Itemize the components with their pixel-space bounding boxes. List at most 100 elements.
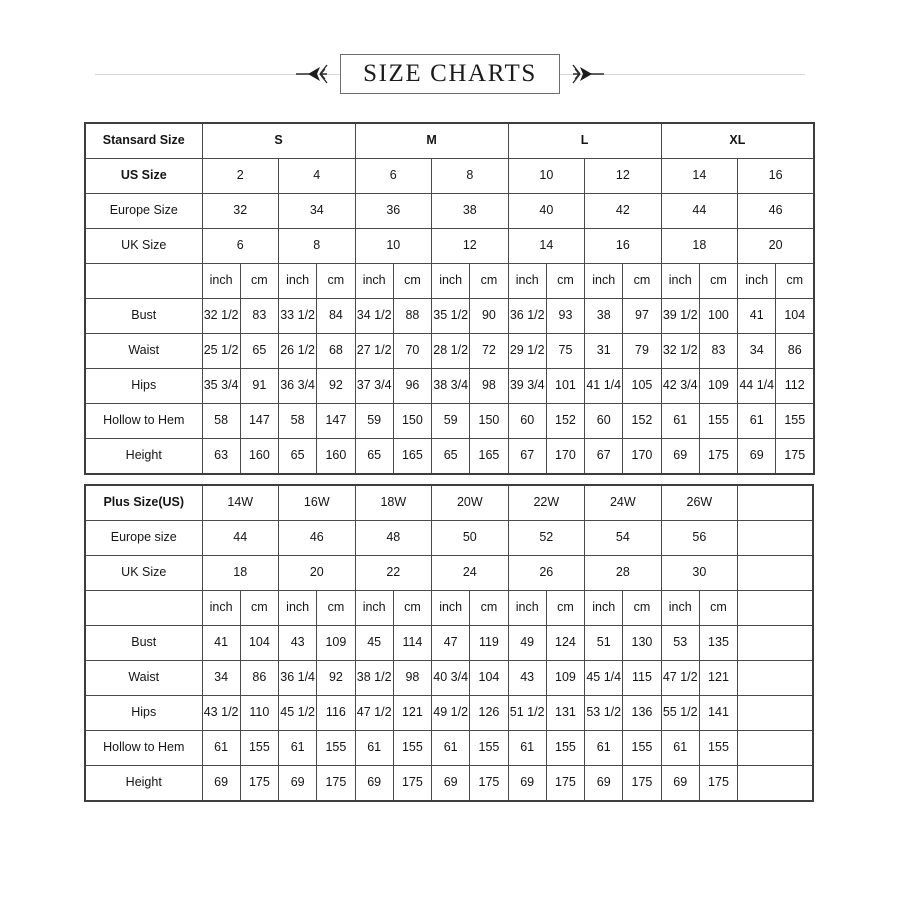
cell-uk-size-6: 18 xyxy=(660,228,739,264)
plus-cell-bust-inch-0: 41 xyxy=(201,625,241,661)
cell-hips-cm-3: 98 xyxy=(469,368,509,404)
cell-hollow-cm-1: 147 xyxy=(316,403,356,439)
plus-cell-hollow-inch-0: 61 xyxy=(201,730,241,766)
plus-cell-bust-inch-1: 43 xyxy=(278,625,318,661)
unit-inch-3: inch xyxy=(431,263,471,299)
fleuron-ornament-icon-left xyxy=(294,61,328,87)
plus-unit-inch-5: inch xyxy=(584,590,624,626)
unit-cm-4: cm xyxy=(545,263,586,299)
plus-header-empty-cell xyxy=(737,484,814,521)
unit-inch-0: inch xyxy=(201,263,241,299)
plus-cell-europe-5: 54 xyxy=(584,520,662,556)
plus-cell-hollow-inch-6: 61 xyxy=(660,730,700,766)
cell-height-cm-2: 165 xyxy=(392,438,433,475)
plus-cell-hollow-inch-4: 61 xyxy=(507,730,547,766)
unit-inch-5: inch xyxy=(584,263,624,299)
cell-bust-inch-5: 38 xyxy=(584,298,624,334)
plus-cell-hollow-inch-1: 61 xyxy=(278,730,318,766)
plus-row-label-hollow-to-hem: Hollow to Hem xyxy=(84,730,203,766)
cell-waist-inch-1: 26 1/2 xyxy=(277,333,318,369)
cell-waist-inch-3: 28 1/2 xyxy=(431,333,471,369)
plus-cell-height-inch-4: 69 xyxy=(507,765,547,802)
plus-cell-height-cm-2: 175 xyxy=(392,765,433,802)
plus-cell-europe-6: 56 xyxy=(660,520,739,556)
plus-hollow-empty-cell xyxy=(737,730,814,766)
plus-unit-inch-4: inch xyxy=(507,590,547,626)
cell-us-size-3: 8 xyxy=(431,158,509,194)
cell-europe-size-3: 38 xyxy=(431,193,509,229)
table-row-plus-uk-size: UK Size 18 20 22 24 26 28 30 xyxy=(84,555,814,591)
cell-europe-size-4: 40 xyxy=(507,193,586,229)
plus-cell-hips-cm-2: 121 xyxy=(392,695,433,731)
cell-bust-cm-3: 90 xyxy=(469,298,509,334)
cell-height-cm-5: 170 xyxy=(622,438,662,475)
plus-size-header-3: 20W xyxy=(431,484,509,521)
cell-hips-inch-2: 37 3/4 xyxy=(354,368,394,404)
plus-cell-height-inch-1: 69 xyxy=(278,765,318,802)
plus-units-row-blank-label xyxy=(84,590,203,626)
plus-cell-bust-inch-6: 53 xyxy=(660,625,700,661)
row-label-us-size: US Size xyxy=(84,158,203,194)
plus-cell-height-cm-1: 175 xyxy=(316,765,356,802)
unit-cm-2: cm xyxy=(392,263,433,299)
cell-europe-size-0: 32 xyxy=(201,193,279,229)
plus-cell-hips-cm-3: 126 xyxy=(469,695,509,731)
cell-height-cm-0: 160 xyxy=(239,438,280,475)
plus-cell-bust-cm-3: 119 xyxy=(469,625,509,661)
plus-cell-hollow-cm-4: 155 xyxy=(545,730,586,766)
cell-hips-inch-0: 35 3/4 xyxy=(201,368,241,404)
cell-hollow-inch-6: 61 xyxy=(660,403,700,439)
plus-cell-hollow-cm-6: 155 xyxy=(698,730,739,766)
plus-cell-uk-1: 20 xyxy=(278,555,356,591)
table-row-plus-bust: Bust 41 104 43 109 45 114 47 119 49 124 … xyxy=(84,625,814,661)
cell-bust-cm-7: 104 xyxy=(775,298,815,334)
plus-size-header-0: 14W xyxy=(201,484,280,521)
plus-cell-hips-cm-6: 141 xyxy=(698,695,739,731)
plus-cell-bust-cm-5: 130 xyxy=(622,625,662,661)
plus-cell-europe-0: 44 xyxy=(201,520,280,556)
row-label-europe-size: Europe Size xyxy=(84,193,203,229)
cell-hollow-cm-3: 150 xyxy=(469,403,509,439)
unit-inch-7: inch xyxy=(737,263,777,299)
cell-hollow-cm-2: 150 xyxy=(392,403,433,439)
cell-hips-inch-3: 38 3/4 xyxy=(431,368,471,404)
cell-waist-cm-3: 72 xyxy=(469,333,509,369)
page-title-block: SIZE CHARTS xyxy=(0,48,900,100)
plus-cell-uk-3: 24 xyxy=(431,555,509,591)
cell-hollow-inch-1: 58 xyxy=(277,403,318,439)
plus-cell-height-cm-0: 175 xyxy=(239,765,280,802)
plus-cell-waist-inch-1: 36 1/4 xyxy=(278,660,318,696)
plus-unit-inch-6: inch xyxy=(660,590,700,626)
cell-waist-cm-1: 68 xyxy=(316,333,356,369)
plus-unit-cm-1: cm xyxy=(316,590,356,626)
table-row-waist: Waist 25 1/2 65 26 1/2 68 27 1/2 70 28 1… xyxy=(84,333,815,369)
cell-height-inch-2: 65 xyxy=(354,438,394,475)
cell-waist-cm-5: 79 xyxy=(622,333,662,369)
cell-hollow-cm-0: 147 xyxy=(239,403,280,439)
plus-cell-europe-4: 52 xyxy=(507,520,586,556)
plus-cell-hollow-inch-3: 61 xyxy=(431,730,471,766)
table-row-plus-europe-size: Europe size 44 46 48 50 52 54 56 xyxy=(84,520,814,556)
cell-height-inch-0: 63 xyxy=(201,438,241,475)
plus-size-header-2: 18W xyxy=(354,484,433,521)
plus-size-header-6: 26W xyxy=(660,484,739,521)
cell-bust-cm-4: 93 xyxy=(545,298,586,334)
cell-bust-inch-4: 36 1/2 xyxy=(507,298,547,334)
plus-cell-bust-cm-6: 135 xyxy=(698,625,739,661)
plus-size-table: Plus Size(US) 14W 16W 18W 20W 22W 24W 26… xyxy=(84,484,814,802)
unit-cm-1: cm xyxy=(316,263,356,299)
plus-cell-hollow-cm-0: 155 xyxy=(239,730,280,766)
plus-cell-hips-inch-0: 43 1/2 xyxy=(201,695,241,731)
plus-unit-cm-0: cm xyxy=(239,590,280,626)
plus-cell-height-cm-6: 175 xyxy=(698,765,739,802)
cell-hollow-cm-7: 155 xyxy=(775,403,815,439)
plus-cell-hollow-cm-5: 155 xyxy=(622,730,662,766)
plus-unit-cm-2: cm xyxy=(392,590,433,626)
cell-uk-size-0: 6 xyxy=(201,228,279,264)
cell-hollow-inch-0: 58 xyxy=(201,403,241,439)
plus-size-header-4: 22W xyxy=(507,484,586,521)
unit-cm-0: cm xyxy=(239,263,280,299)
cell-bust-inch-1: 33 1/2 xyxy=(277,298,318,334)
plus-cell-bust-inch-3: 47 xyxy=(431,625,471,661)
plus-row-label-bust: Bust xyxy=(84,625,203,661)
